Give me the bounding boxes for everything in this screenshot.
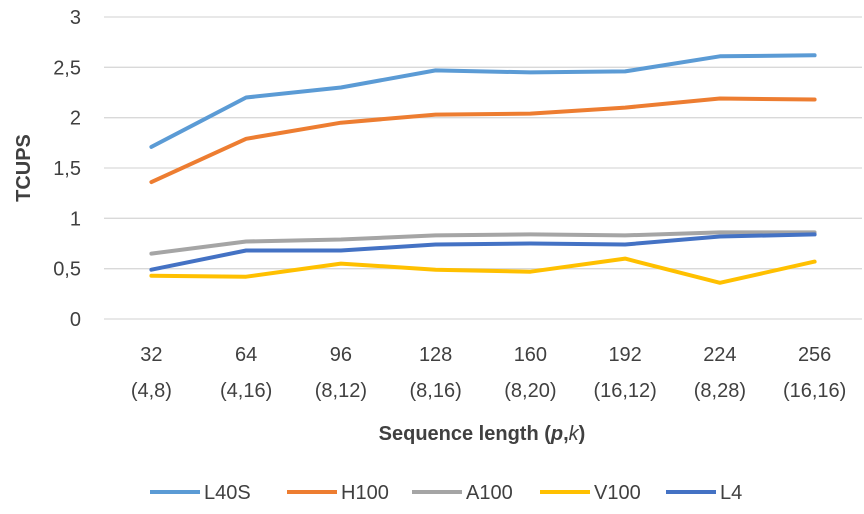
y-tick-label: 2,5 [53, 57, 81, 79]
x-tick-label: 224 [703, 344, 736, 366]
x-tick-sublabel: (4,16) [220, 380, 272, 402]
y-axis-ticks: 0 0,5 1 1,5 2 2,5 3 [53, 7, 81, 331]
legend-label-a100: A100 [466, 482, 513, 504]
x-axis-title-sep: , [563, 423, 569, 445]
y-tick-label: 1 [70, 208, 81, 230]
x-axis-title-suffix: ) [579, 423, 586, 445]
series-line-l40s [149, 53, 817, 149]
x-tick-sublabel: (16,12) [593, 380, 656, 402]
y-tick-label: 0,5 [53, 259, 81, 281]
y-tick-label: 0 [70, 309, 81, 331]
legend-label-l40s: L40S [204, 482, 251, 504]
x-tick-sublabel: (16,16) [783, 380, 846, 402]
legend-label-h100: H100 [341, 482, 389, 504]
x-tick-label: 64 [235, 344, 257, 366]
x-tick-label: 96 [330, 344, 352, 366]
x-tick-label: 32 [140, 344, 162, 366]
y-tick-label: 2 [70, 108, 81, 130]
x-tick-sublabel: (8,16) [410, 380, 462, 402]
legend-label-v100: V100 [594, 482, 641, 504]
gridlines [104, 16, 862, 320]
x-tick-label: 256 [798, 344, 831, 366]
x-axis-title: Sequence length (p,k) [379, 423, 586, 445]
series-line-l4 [149, 232, 817, 272]
y-tick-label: 1,5 [53, 158, 81, 180]
x-tick-sublabel: (8,28) [694, 380, 746, 402]
x-tick-label: 128 [419, 344, 452, 366]
x-tick-sublabel: (8,20) [504, 380, 556, 402]
x-axis-title-k: k [569, 423, 580, 445]
x-tick-label: 160 [514, 344, 547, 366]
legend: L40S H100 A100 V100 L4 [150, 482, 742, 504]
x-tick-sublabel: (4,8) [131, 380, 172, 402]
legend-label-l4: L4 [720, 482, 742, 504]
series-lines [149, 53, 817, 285]
series-line-h100 [149, 96, 817, 185]
x-axis-title-p: p [550, 423, 563, 445]
x-axis-title-prefix: Sequence length ( [379, 423, 552, 445]
x-tick-label: 192 [608, 344, 641, 366]
x-tick-sublabel: (8,12) [315, 380, 367, 402]
y-tick-label: 3 [70, 7, 81, 29]
x-axis-ticks: 32 (4,8) 64 (4,16) 96 (8,12) 128 (8,16) 160 (8,20… [131, 344, 847, 402]
y-axis-title: TCUPS [13, 134, 35, 202]
series-line-a100 [149, 230, 817, 256]
series-line-v100 [149, 256, 817, 285]
